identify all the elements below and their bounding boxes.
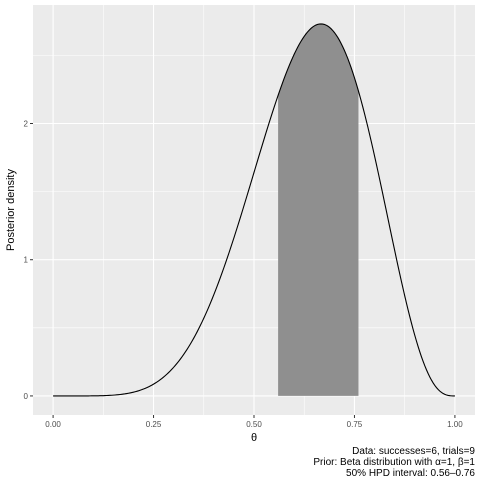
x-tick-label: 1.00 [447,420,463,429]
x-tick-label: 0.50 [246,420,262,429]
y-axis: 0 1 2 [24,120,33,401]
caption-line-data: Data: successes=6, trials=9 [352,446,475,457]
caption-line-prior: Prior: Beta distribution with α=1, β=1 [313,457,475,468]
y-tick-label: 1 [24,256,29,265]
x-tick-label: 0.00 [45,420,61,429]
y-tick-label: 2 [24,120,29,129]
x-axis: 0.00 0.25 0.50 0.75 1.00 [45,415,463,429]
y-tick-label: 0 [24,392,29,401]
caption-line-hpd: 50% HPD interval: 0.56–0.76 [346,468,475,479]
density-curve [53,23,455,397]
y-axis-title: Posterior density [5,169,17,251]
hpd-shaded-area [278,23,359,396]
x-tick-label: 0.25 [146,420,162,429]
x-axis-title: θ [251,432,257,444]
x-tick-label: 0.75 [347,420,363,429]
